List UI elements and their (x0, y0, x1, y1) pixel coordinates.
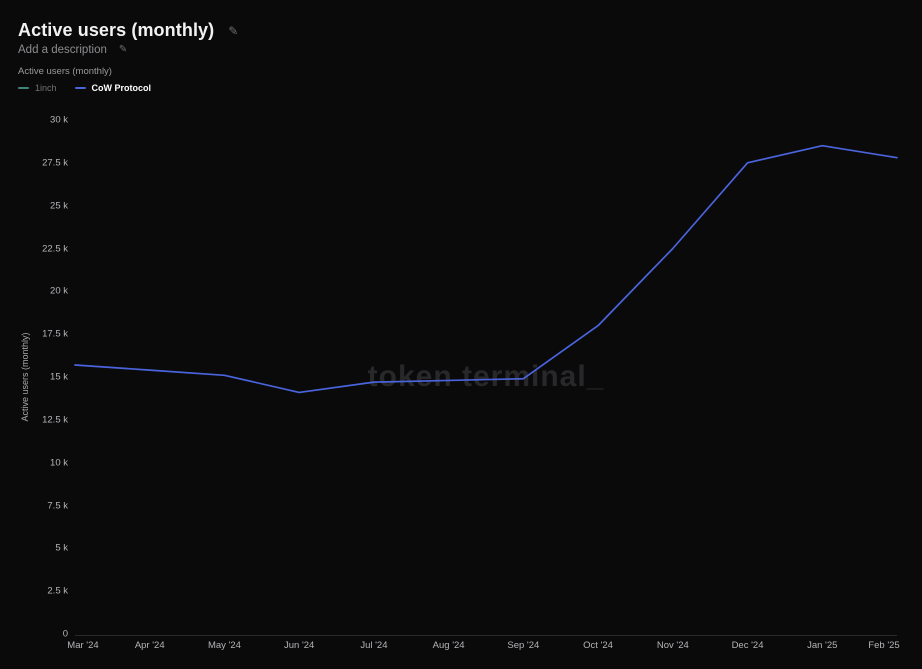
y-tick-label: 15 k (50, 371, 68, 383)
x-tick-label: Apr '24 (134, 640, 165, 651)
series-line-cow-protocol[interactable] (74, 144, 898, 394)
legend-dash-icon (74, 87, 86, 89)
edit-title-icon[interactable]: ✎ (228, 23, 239, 38)
header-title-row: Active users (monthly) ✎ (18, 20, 238, 41)
x-tick-label: Dec '24 (731, 640, 764, 651)
edit-description-icon[interactable]: ✎ (118, 44, 128, 55)
y-tick-label: 12.5 k (42, 414, 68, 426)
y-tick-label: 20 k (50, 285, 68, 297)
x-tick-label: Sep '24 (507, 640, 540, 651)
y-tick-label: 5 k (55, 542, 68, 554)
chart-legend: 1inch CoW Protocol (18, 83, 151, 93)
y-tick-label: 17.5 k (42, 328, 68, 340)
y-tick-label: 2.5 k (47, 585, 68, 597)
x-tick-label: Feb '25 (868, 640, 900, 651)
x-tick-label: Oct '24 (583, 640, 613, 651)
header-description-row: Add a description ✎ (18, 44, 127, 56)
x-tick-label: Jul '24 (360, 640, 388, 651)
y-tick-label: 10 k (50, 457, 68, 469)
x-tick-label: Aug '24 (432, 640, 465, 651)
legend-item-cow-protocol[interactable]: CoW Protocol (74, 83, 152, 93)
chart-subtitle: Active users (monthly) (18, 66, 112, 77)
y-tick-label: 0 (62, 628, 68, 640)
legend-item-label: 1inch (35, 83, 57, 93)
x-tick-label: May '24 (207, 640, 241, 651)
y-tick-label: 25 k (50, 200, 68, 212)
add-description-button[interactable]: Add a description (18, 44, 107, 56)
x-tick-label: Jun '24 (284, 640, 315, 651)
x-tick-label: Mar '24 (67, 640, 99, 651)
legend-dash-icon (18, 87, 29, 89)
y-tick-label: 7.5 k (47, 500, 68, 511)
page-title: Active users (monthly) (18, 20, 215, 40)
legend-item-label: CoW Protocol (91, 83, 152, 93)
y-tick-label: 30 k (50, 114, 68, 126)
y-tick-label: 22.5 k (42, 243, 68, 254)
x-tick-label: Jan '25 (807, 640, 838, 651)
legend-item-1inch[interactable]: 1inch (18, 83, 57, 93)
x-tick-label: Nov '24 (656, 640, 689, 651)
y-tick-label: 27.5 k (42, 157, 68, 169)
